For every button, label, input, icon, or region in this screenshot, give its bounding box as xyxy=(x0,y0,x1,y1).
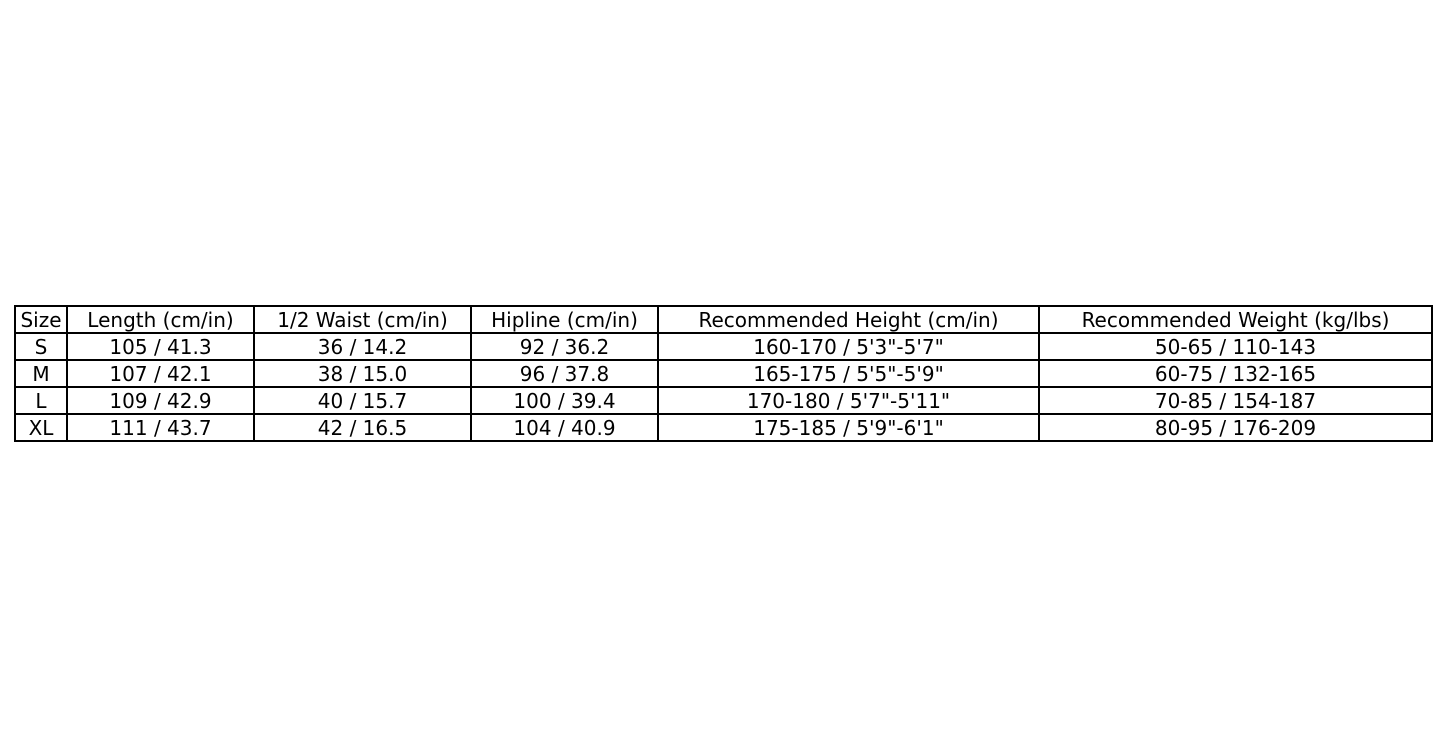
cell-hipline: 100 / 39.4 xyxy=(470,386,659,415)
table-row: L 109 / 42.9 40 / 15.7 100 / 39.4 170-18… xyxy=(14,386,1433,415)
cell-size: S xyxy=(14,332,68,361)
table-row: XL 111 / 43.7 42 / 16.5 104 / 40.9 175-1… xyxy=(14,413,1433,442)
cell-weight: 50-65 / 110-143 xyxy=(1038,332,1433,361)
table-header: Size Length (cm/in) 1/2 Waist (cm/in) Hi… xyxy=(14,305,1433,334)
table-header-row: Size Length (cm/in) 1/2 Waist (cm/in) Hi… xyxy=(14,305,1433,334)
cell-height: 175-185 / 5'9"-6'1" xyxy=(657,413,1040,442)
column-header-recommended-height: Recommended Height (cm/in) xyxy=(657,305,1040,334)
cell-waist: 38 / 15.0 xyxy=(253,359,472,388)
cell-waist: 42 / 16.5 xyxy=(253,413,472,442)
cell-length: 107 / 42.1 xyxy=(66,359,255,388)
cell-length: 109 / 42.9 xyxy=(66,386,255,415)
cell-length: 111 / 43.7 xyxy=(66,413,255,442)
column-header-recommended-weight: Recommended Weight (kg/lbs) xyxy=(1038,305,1433,334)
cell-hipline: 104 / 40.9 xyxy=(470,413,659,442)
column-header-waist: 1/2 Waist (cm/in) xyxy=(253,305,472,334)
cell-height: 170-180 / 5'7"-5'11" xyxy=(657,386,1040,415)
cell-height: 165-175 / 5'5"-5'9" xyxy=(657,359,1040,388)
cell-height: 160-170 / 5'3"-5'7" xyxy=(657,332,1040,361)
cell-hipline: 96 / 37.8 xyxy=(470,359,659,388)
column-header-hipline: Hipline (cm/in) xyxy=(470,305,659,334)
cell-waist: 36 / 14.2 xyxy=(253,332,472,361)
cell-size: XL xyxy=(14,413,68,442)
cell-hipline: 92 / 36.2 xyxy=(470,332,659,361)
column-header-size: Size xyxy=(14,305,68,334)
size-chart-table: Size Length (cm/in) 1/2 Waist (cm/in) Hi… xyxy=(14,305,1433,442)
cell-weight: 80-95 / 176-209 xyxy=(1038,413,1433,442)
cell-size: L xyxy=(14,386,68,415)
column-header-length: Length (cm/in) xyxy=(66,305,255,334)
size-chart-container: Size Length (cm/in) 1/2 Waist (cm/in) Hi… xyxy=(14,305,1433,442)
cell-weight: 60-75 / 132-165 xyxy=(1038,359,1433,388)
table-body: S 105 / 41.3 36 / 14.2 92 / 36.2 160-170… xyxy=(14,332,1433,442)
cell-length: 105 / 41.3 xyxy=(66,332,255,361)
table-row: S 105 / 41.3 36 / 14.2 92 / 36.2 160-170… xyxy=(14,332,1433,361)
cell-weight: 70-85 / 154-187 xyxy=(1038,386,1433,415)
cell-waist: 40 / 15.7 xyxy=(253,386,472,415)
cell-size: M xyxy=(14,359,68,388)
table-row: M 107 / 42.1 38 / 15.0 96 / 37.8 165-175… xyxy=(14,359,1433,388)
